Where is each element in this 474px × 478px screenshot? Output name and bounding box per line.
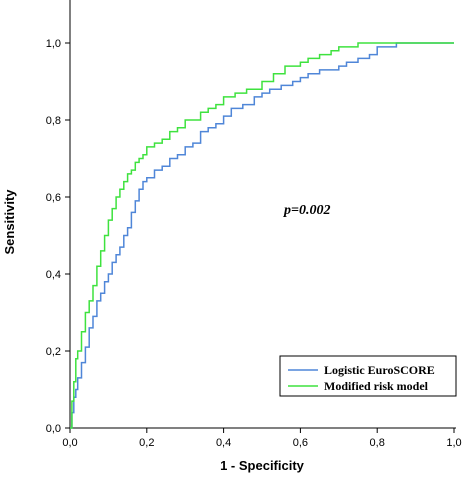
y-axis-title: Sensitivity (2, 189, 17, 255)
legend-box (279, 355, 457, 397)
x-axis-ticks: 0,0 0,2 0,4 0,6 0,8 1,0 (62, 428, 462, 449)
x-axis-title: 1 - Specificity (220, 458, 305, 473)
legend: Logistic EuroSCORE Modified risk model (279, 355, 457, 397)
legend-label-modified-risk-model: Modified risk model (324, 379, 429, 393)
y-tick-label: 0,2 (46, 346, 61, 358)
x-tick-label: 0,0 (62, 437, 77, 449)
x-tick-label: 1,0 (446, 437, 461, 449)
y-tick-label: 1,0 (46, 38, 61, 50)
legend-label-logistic-euroscore: Logistic EuroSCORE (324, 363, 435, 377)
x-tick-label: 0,2 (139, 437, 154, 449)
y-axis-ticks: 0,0 0,2 0,4 0,6 0,8 1,0 (46, 38, 70, 435)
series-line-modified-risk-model (70, 42, 454, 429)
x-tick-label: 0,8 (370, 437, 385, 449)
y-tick-label: 0,8 (46, 115, 61, 127)
x-tick-label: 0,4 (216, 437, 231, 449)
y-tick-label: 0,0 (46, 423, 61, 435)
series-line-logistic-euroscore (70, 42, 454, 429)
series-group (70, 42, 454, 429)
y-tick-label: 0,4 (46, 269, 61, 281)
y-tick-label: 0,6 (46, 192, 61, 204)
x-tick-label: 0,6 (293, 437, 308, 449)
p-value-annotation: p=0.002 (283, 203, 330, 218)
